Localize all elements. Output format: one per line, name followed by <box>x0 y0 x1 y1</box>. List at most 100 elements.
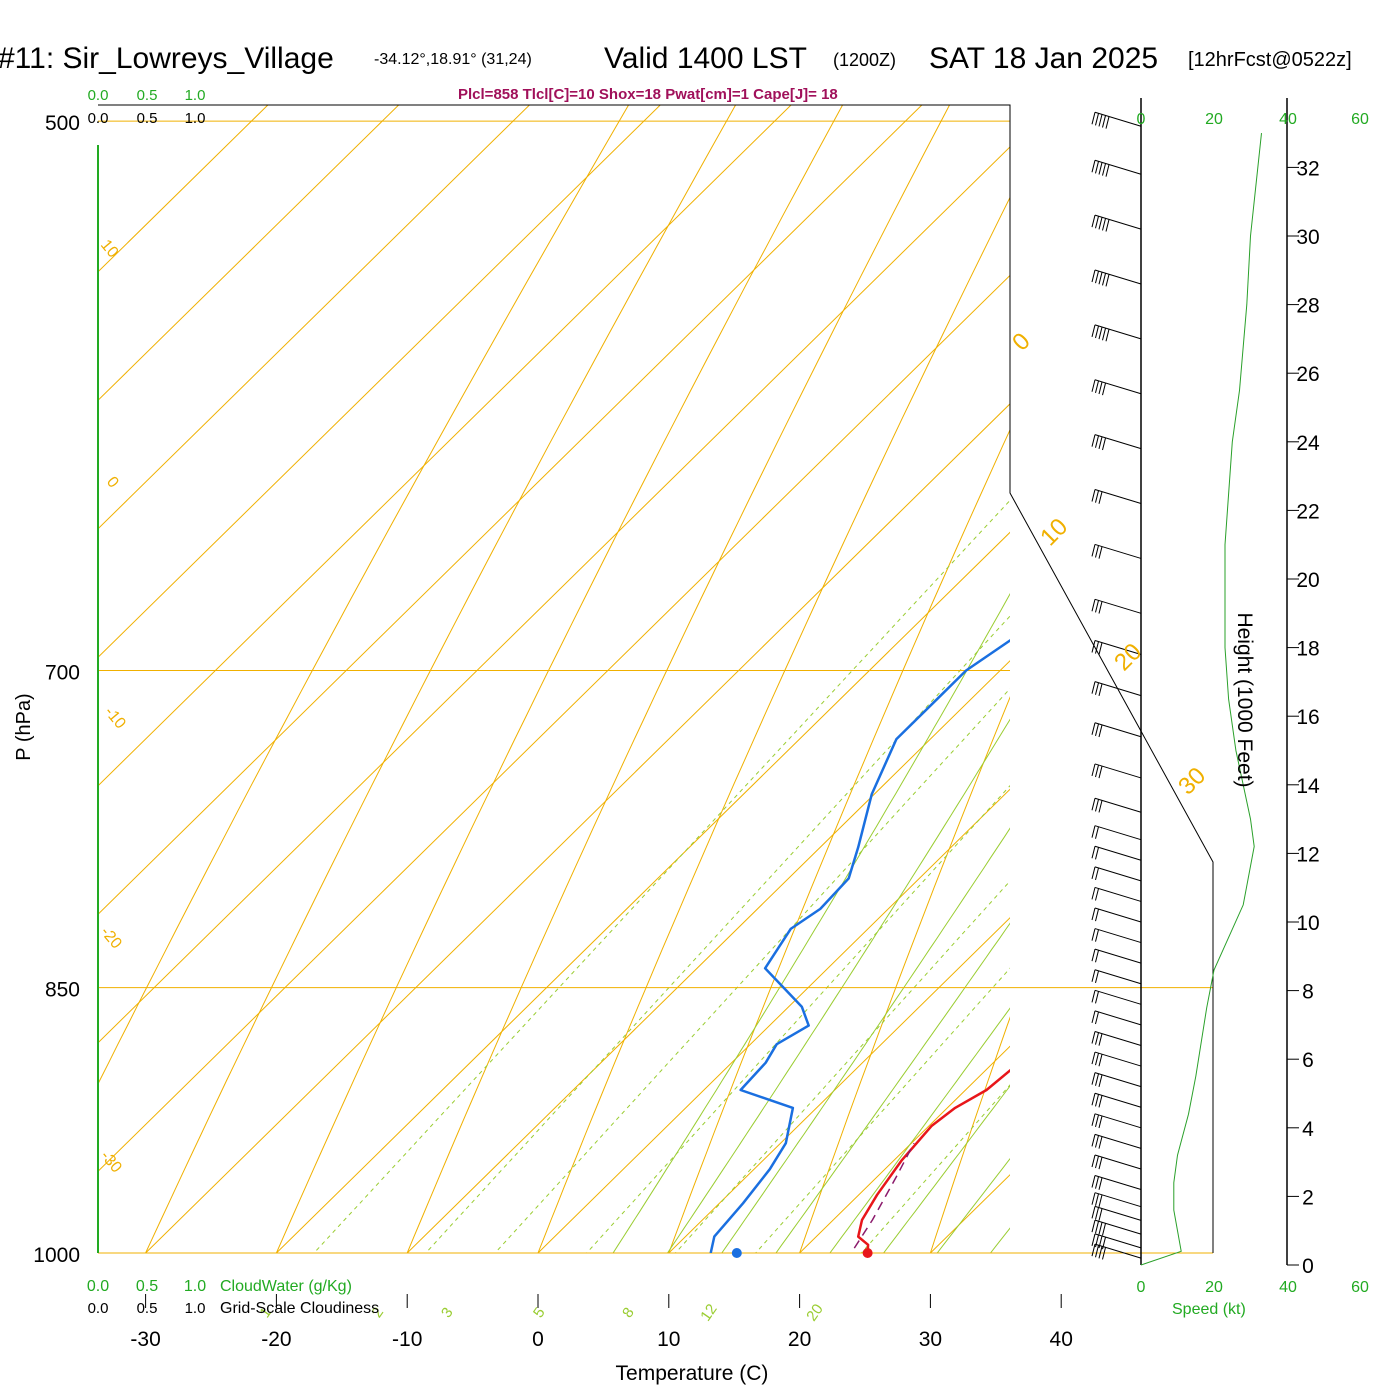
temperature-line <box>856 1068 1010 1253</box>
wind-barb-feather <box>1091 160 1096 173</box>
cloudwater-tick-bottom: 1.0 <box>184 1278 206 1295</box>
x-tick-label: -30 <box>130 1328 160 1351</box>
wind-barb-feather <box>1095 490 1099 503</box>
wind-barb-feather <box>1095 641 1099 654</box>
speed-tick-top: 60 <box>1351 111 1369 128</box>
wind-barb-feather <box>1091 379 1096 392</box>
wind-barb-feather <box>1098 1157 1103 1170</box>
isotherm-label: -10 <box>101 704 129 733</box>
dry-adiabat <box>1170 0 1400 1333</box>
forecast-tag: [12hrFcst@0522z] <box>1188 49 1352 71</box>
wind-barb-feather <box>1098 272 1103 285</box>
wind-barb-feather <box>1098 436 1103 449</box>
isotherm-line <box>98 146 1010 1044</box>
speed-label: Speed (kt) <box>1172 1301 1246 1318</box>
wind-barb-feather <box>1098 381 1103 395</box>
wind-barb-feather <box>1095 1073 1099 1086</box>
height-tick-label: 6 <box>1302 1049 1314 1072</box>
sounding-profiles <box>709 639 1010 1253</box>
wind-barb-feather <box>1095 1245 1099 1258</box>
isobar-lines <box>98 120 1213 1254</box>
wind-barb-feather <box>1102 218 1106 231</box>
wind-barb-feather <box>1091 1192 1096 1205</box>
wind-barb-feather <box>1091 1031 1096 1044</box>
wind-barb-feather <box>1095 380 1099 394</box>
wind-barb-feather <box>1095 1207 1099 1220</box>
cloudwater-tick-bottom: 0.0 <box>87 1278 109 1295</box>
height-tick-label: 14 <box>1296 775 1320 798</box>
wind-barb <box>1091 948 1142 964</box>
stability-indices: Plcl=858 Tlcl[C]=10 Shox=18 Pwat[cm]=1 C… <box>458 86 838 103</box>
wind-barb-feather <box>1091 722 1096 735</box>
wind-barb-feather <box>1098 114 1103 127</box>
wind-barb-feather <box>1091 866 1096 879</box>
height-tick-label: 32 <box>1296 157 1319 180</box>
wind-barb-feather <box>1095 1176 1099 1189</box>
wind-barb-feather <box>1095 826 1099 839</box>
dry-adiabat <box>98 105 630 1086</box>
wind-barb-feather <box>1105 219 1110 232</box>
valid-date: SAT 18 Jan 2025 <box>929 42 1158 75</box>
cloudiness-tick-top: 0.0 <box>88 110 109 127</box>
x-tick-label: 30 <box>919 1328 942 1351</box>
wind-barb <box>1091 928 1142 944</box>
height-tick-label: 10 <box>1296 912 1319 935</box>
wind-barb-feather <box>1095 888 1099 901</box>
x-tick-label: -10 <box>392 1328 422 1351</box>
wind-barb-feather <box>1105 329 1110 342</box>
wind-barb <box>1091 269 1142 287</box>
cloudiness-tick-top: 1.0 <box>185 110 206 127</box>
wind-barb-feather <box>1095 1221 1099 1234</box>
wind-barb <box>1091 1154 1142 1170</box>
speed-tick-bottom: 40 <box>1279 1279 1297 1296</box>
wind-barb-shaft <box>1094 1233 1142 1249</box>
wind-barb <box>1091 543 1142 559</box>
wind-barb-shaft <box>1094 543 1142 559</box>
cloudwater-tick-top: 0.5 <box>137 87 158 104</box>
height-axis-title: Height (1000 Feet) <box>1233 612 1256 787</box>
frame-right-edge <box>98 104 1214 1253</box>
wind-barb <box>1091 907 1142 923</box>
wind-barb <box>1091 681 1142 697</box>
wind-barb <box>1091 1219 1142 1236</box>
isotherm-line <box>98 105 792 787</box>
wind-barb-feather <box>1095 970 1099 983</box>
wind-barb-feather <box>1091 1220 1096 1233</box>
wind-barb-feather <box>1095 216 1099 229</box>
pressure-tick-label: 850 <box>45 979 80 1002</box>
cloudiness-label: Grid-Scale Cloudiness <box>220 1300 379 1317</box>
wind-barb-feather <box>1091 1175 1096 1188</box>
wind-barb-shaft <box>1094 845 1142 861</box>
wind-barb-shaft <box>1094 1154 1142 1170</box>
wind-barb-feather <box>1105 164 1110 177</box>
wind-barb-feather <box>1102 1223 1106 1236</box>
cloudwater-label: CloudWater (g/Kg) <box>220 1278 352 1295</box>
height-tick-label: 12 <box>1296 843 1319 866</box>
wind-barb <box>1091 1233 1142 1250</box>
wind-barb-shaft <box>1094 907 1142 923</box>
wind-barb-feather <box>1098 724 1103 738</box>
mixing-ratio-line <box>755 967 1010 1253</box>
wind-barb-feather <box>1098 1074 1103 1087</box>
dry-adiabat <box>668 428 1010 1253</box>
wind-barb-feather <box>1091 1233 1096 1246</box>
valid-time: Valid 1400 LST <box>604 42 807 75</box>
wind-barb-feather <box>1095 1094 1099 1107</box>
wind-barb <box>1091 763 1142 779</box>
wind-barb-feather <box>1098 326 1103 340</box>
cloudiness-tick-bottom: 1.0 <box>185 1300 206 1317</box>
isotherm-label: 0 <box>103 474 122 492</box>
wind-barb-feather <box>1095 991 1099 1004</box>
wind-barb-shaft <box>1094 797 1142 813</box>
cloudiness-tick-bottom: 0.0 <box>88 1300 109 1317</box>
wind-barb <box>1091 598 1142 614</box>
wind-barb-feather <box>1091 763 1096 777</box>
wind-barb-feather <box>1091 798 1096 811</box>
wind-barb-feather <box>1095 908 1099 922</box>
dry-adiabat <box>929 1016 1010 1253</box>
wind-barb-feather <box>1095 723 1099 737</box>
height-tick-label: 0 <box>1302 1255 1314 1278</box>
surface-dewpoint-marker <box>731 1248 742 1258</box>
height-tick-label: 4 <box>1302 1118 1314 1141</box>
wind-barb-feather <box>1091 681 1096 694</box>
